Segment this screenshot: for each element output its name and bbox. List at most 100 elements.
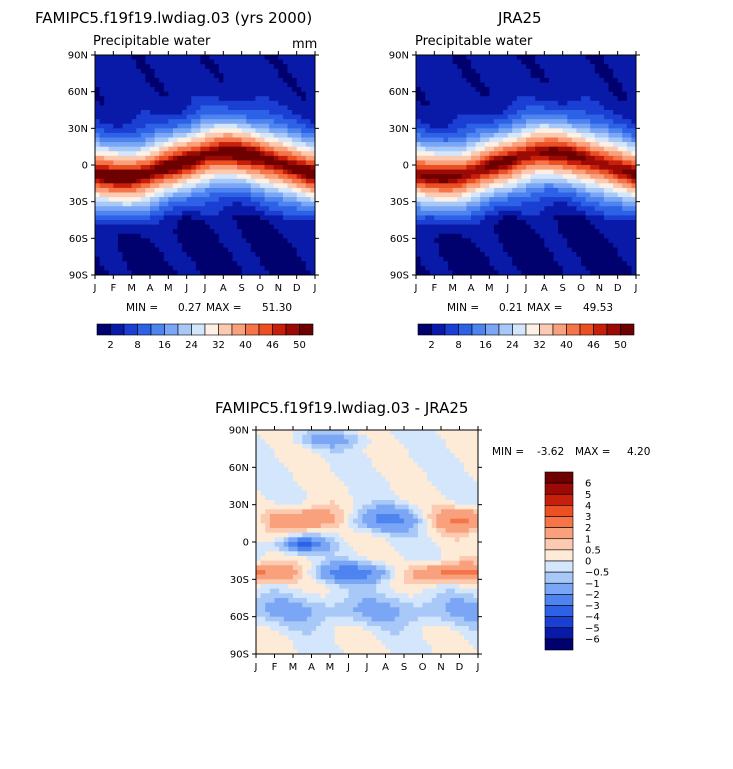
- heatmap-cell: [581, 73, 586, 78]
- heatmap-cell: [590, 183, 595, 188]
- heatmap-cell: [278, 170, 283, 175]
- heatmap-cell: [251, 133, 256, 138]
- heatmap-cell: [618, 69, 623, 74]
- heatmap-cell: [586, 92, 591, 97]
- heatmap-cell: [136, 78, 141, 83]
- heatmap-cell: [113, 170, 118, 175]
- heatmap-cell: [173, 257, 178, 262]
- heatmap-cell: [453, 234, 458, 239]
- heatmap-cell: [503, 64, 508, 69]
- heatmap-cell: [283, 234, 288, 239]
- heatmap-cell: [595, 101, 600, 106]
- heatmap-cell: [466, 225, 471, 230]
- heatmap-cell: [104, 142, 109, 147]
- heatmap-cell: [549, 238, 554, 243]
- heatmap-cell: [159, 202, 164, 207]
- heatmap-cell: [439, 124, 444, 129]
- heatmap-cell: [260, 92, 265, 97]
- heatmap-cell: [242, 133, 247, 138]
- heatmap-cell: [297, 60, 302, 65]
- heatmap-cell: [219, 119, 224, 124]
- heatmap-cell: [586, 60, 591, 65]
- heatmap-cell: [269, 124, 274, 129]
- heatmap-cell: [595, 170, 600, 175]
- colorbar-swatch: [178, 324, 192, 335]
- heatmap-cell: [246, 78, 251, 83]
- heatmap-cell: [599, 243, 604, 248]
- heatmap-cell: [512, 73, 517, 78]
- heatmap-cell: [604, 229, 609, 234]
- heatmap-cell: [274, 188, 279, 193]
- heatmap-cell: [367, 444, 372, 449]
- heatmap-cell: [448, 73, 453, 78]
- heatmap-cell: [627, 266, 632, 271]
- heatmap-cell: [448, 170, 453, 175]
- heatmap-cell: [599, 160, 604, 165]
- heatmap-cell: [558, 138, 563, 143]
- heatmap-cell: [200, 261, 205, 266]
- heatmap-cell: [622, 202, 627, 207]
- heatmap-cell: [265, 243, 270, 248]
- heatmap-cell: [150, 220, 155, 225]
- heatmap-cell: [476, 142, 481, 147]
- heatmap-cell: [159, 119, 164, 124]
- heatmap-cell: [399, 430, 404, 435]
- heatmap-cell: [100, 115, 105, 120]
- heatmap-cell: [118, 197, 123, 202]
- heatmap-cell: [118, 110, 123, 115]
- heatmap-cell: [434, 69, 439, 74]
- heatmap-cell: [430, 142, 435, 147]
- heatmap-cell: [118, 238, 123, 243]
- heatmap-cell: [159, 170, 164, 175]
- heatmap-cell: [489, 124, 494, 129]
- heatmap-cell: [104, 229, 109, 234]
- heatmap-cell: [425, 78, 430, 83]
- heatmap-cell: [283, 142, 288, 147]
- heatmap-cell: [255, 197, 260, 202]
- heatmap-cell: [554, 229, 559, 234]
- heatmap-cell: [531, 110, 536, 115]
- heatmap-cell: [182, 115, 187, 120]
- heatmap-cell: [297, 55, 302, 60]
- heatmap-cell: [178, 87, 183, 92]
- heatmap-cell: [233, 238, 238, 243]
- heatmap-cell: [155, 202, 160, 207]
- heatmap-cell: [297, 87, 302, 92]
- heatmap-cell: [457, 110, 462, 115]
- heatmap-cell: [118, 73, 123, 78]
- heatmap-cell: [321, 439, 326, 444]
- heatmap-cell: [535, 252, 540, 257]
- heatmap-cell: [535, 96, 540, 101]
- heatmap-cell: [489, 225, 494, 230]
- heatmap-cell: [228, 197, 233, 202]
- heatmap-cell: [210, 234, 215, 239]
- heatmap-cell: [210, 142, 215, 147]
- heatmap-cell: [118, 142, 123, 147]
- heatmap-cell: [155, 243, 160, 248]
- heatmap-cell: [430, 248, 435, 253]
- heatmap-cell: [581, 165, 586, 170]
- heatmap-cell: [494, 156, 499, 161]
- heatmap-cell: [480, 142, 485, 147]
- heatmap-cell: [416, 174, 421, 179]
- heatmap-cell: [453, 206, 458, 211]
- heatmap-cell: [132, 101, 137, 106]
- heatmap-cell: [595, 105, 600, 110]
- heatmap-cell: [476, 252, 481, 257]
- heatmap-cell: [558, 115, 563, 120]
- heatmap-cell: [127, 156, 132, 161]
- heatmap-cell: [567, 142, 572, 147]
- heatmap-cell: [434, 243, 439, 248]
- heatmap-cell: [489, 151, 494, 156]
- heatmap-cell: [141, 211, 146, 216]
- heatmap-cell: [554, 124, 559, 129]
- heatmap-cell: [288, 73, 293, 78]
- heatmap-cell: [586, 55, 591, 60]
- heatmap-cell: [563, 261, 568, 266]
- heatmap-cell: [512, 165, 517, 170]
- heatmap-cell: [219, 238, 224, 243]
- heatmap-cell: [200, 183, 205, 188]
- heatmap-cell: [563, 156, 568, 161]
- heatmap-cell: [526, 206, 531, 211]
- heatmap-cell: [196, 261, 201, 266]
